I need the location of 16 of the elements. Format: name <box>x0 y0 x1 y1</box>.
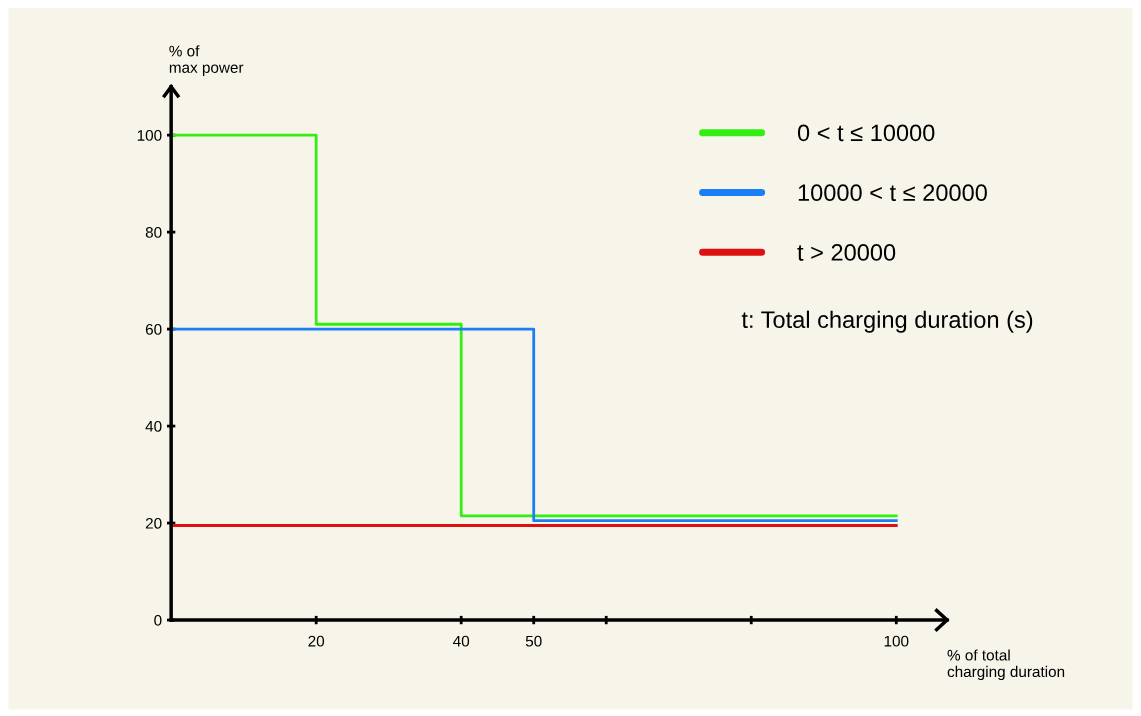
legend-label: 10000 < t ≤ 20000 <box>798 184 987 202</box>
y-tick-label: 40 <box>145 420 162 432</box>
annotation: t: Total charging duration (s) <box>741 310 1033 333</box>
x-tick-label: 40 <box>453 635 470 647</box>
x-tick-label: 20 <box>308 635 325 647</box>
legend-label: 0 < t ≤ 10000 <box>797 124 935 142</box>
legend-label: t > 20000 <box>797 244 896 261</box>
x-tick-label: 100 <box>884 635 909 647</box>
y-tick-label: 80 <box>145 226 162 238</box>
y-tick-label: 20 <box>145 517 162 529</box>
y-tick-label: 0 <box>154 614 162 626</box>
x-axis-title: % of total charging duration <box>947 649 1065 681</box>
y-tick-label: 100 <box>137 130 162 141</box>
x-tick-label: 50 <box>525 635 542 647</box>
y-tick-label: 60 <box>145 323 162 335</box>
y-axis-title: % of max power <box>169 45 244 76</box>
